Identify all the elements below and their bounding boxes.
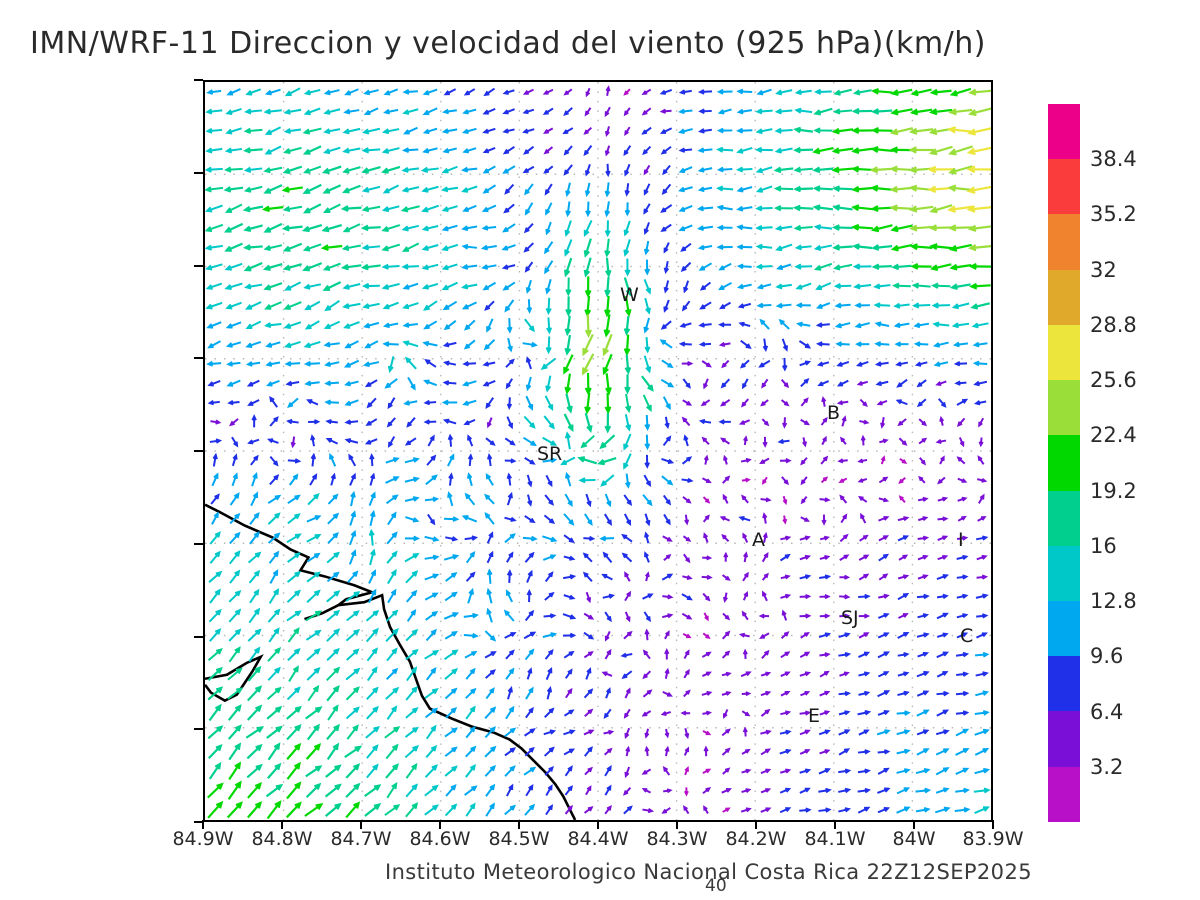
- colorbar-band: [1048, 545, 1080, 601]
- x-axis-tick: [992, 820, 994, 829]
- map-place-label: W: [620, 284, 639, 306]
- map-place-label: A: [752, 529, 765, 551]
- colorbar-band: [1048, 656, 1080, 712]
- x-axis-label: 84W: [892, 828, 936, 850]
- footer-credit: Instituto Meteorologico Nacional Costa R…: [385, 860, 1032, 884]
- map-place-label: B: [827, 402, 841, 424]
- colorbar-tick-label: 12.8: [1090, 589, 1137, 614]
- colorbar-tick-label: 38.4: [1090, 147, 1137, 172]
- colorbar-band: [1048, 766, 1080, 822]
- colorbar-tick-label: 32: [1090, 257, 1117, 282]
- map-gridlines: [205, 82, 991, 820]
- y-axis-tick: [194, 357, 203, 360]
- y-axis-tick: [194, 635, 203, 638]
- x-axis-label: 84.7W: [330, 828, 392, 850]
- coastline-inlet: [205, 654, 264, 703]
- page-title: IMN/WRF-11 Direccion y velocidad del vie…: [30, 26, 986, 61]
- x-axis-tick: [360, 820, 362, 829]
- colorbar-band: [1048, 711, 1080, 767]
- x-axis-tick: [518, 820, 520, 829]
- colorbar: [1048, 104, 1080, 822]
- colorbar-band: [1048, 490, 1080, 546]
- colorbar-band: [1048, 324, 1080, 381]
- map-plot-area: [203, 80, 993, 822]
- coastline: [205, 503, 577, 820]
- colorbar-band: [1048, 600, 1080, 657]
- map-place-label: SR: [537, 443, 563, 465]
- wind-arrows: [205, 85, 991, 820]
- y-axis-tick: [194, 542, 203, 545]
- x-axis-label: 84.9W: [172, 828, 234, 850]
- colorbar-band: [1048, 380, 1080, 436]
- y-axis-tick: [194, 728, 203, 731]
- y-axis-tick: [194, 450, 203, 452]
- colorbar-band: [1048, 104, 1080, 160]
- x-axis-tick: [755, 820, 757, 829]
- x-axis-label: 84.6W: [409, 828, 471, 850]
- map-place-label: E: [808, 705, 821, 727]
- colorbar-band: [1048, 269, 1080, 325]
- colorbar-band: [1048, 435, 1080, 491]
- colorbar-band: [1048, 214, 1080, 270]
- x-axis-label: 84.4W: [567, 828, 629, 850]
- colorbar-band: [1048, 159, 1080, 215]
- y-axis-tick: [194, 264, 203, 267]
- colorbar-tick-label: 9.6: [1090, 644, 1124, 669]
- y-axis-tick: [194, 171, 203, 174]
- x-axis-tick: [676, 820, 678, 829]
- map-place-label: I: [958, 529, 964, 551]
- x-axis-tick: [202, 820, 204, 829]
- y-axis-tick: [194, 79, 203, 81]
- x-axis-label: 84.5W: [488, 828, 550, 850]
- colorbar-tick-label: 3.2: [1090, 754, 1124, 779]
- colorbar-tick-label: 25.6: [1090, 368, 1137, 393]
- x-axis-label: 84.3W: [646, 828, 708, 850]
- colorbar-tick-label: 6.4: [1090, 699, 1124, 724]
- x-axis-tick: [439, 820, 441, 829]
- x-axis-label: 84.1W: [804, 828, 866, 850]
- colorbar-tick-label: 22.4: [1090, 423, 1137, 448]
- x-axis-tick: [281, 820, 283, 829]
- x-axis-label: 84.2W: [725, 828, 787, 850]
- y-axis-tick: [194, 821, 203, 823]
- wind-vector-field: [205, 82, 991, 820]
- x-axis-label: 84.8W: [251, 828, 313, 850]
- map-place-label: C: [960, 625, 974, 647]
- page-number: 40: [705, 876, 727, 896]
- colorbar-tick-label: 35.2: [1090, 202, 1137, 227]
- colorbar-tick-label: 28.8: [1090, 312, 1137, 337]
- x-axis-tick: [834, 820, 836, 829]
- colorbar-tick-label: 19.2: [1090, 478, 1137, 503]
- coastline-spur: [304, 604, 339, 621]
- map-place-label: SJ: [841, 607, 859, 629]
- x-axis-label: 83.9W: [962, 828, 1024, 850]
- x-axis-tick: [913, 820, 915, 829]
- x-axis-tick: [597, 820, 599, 829]
- colorbar-tick-label: 16: [1090, 533, 1117, 558]
